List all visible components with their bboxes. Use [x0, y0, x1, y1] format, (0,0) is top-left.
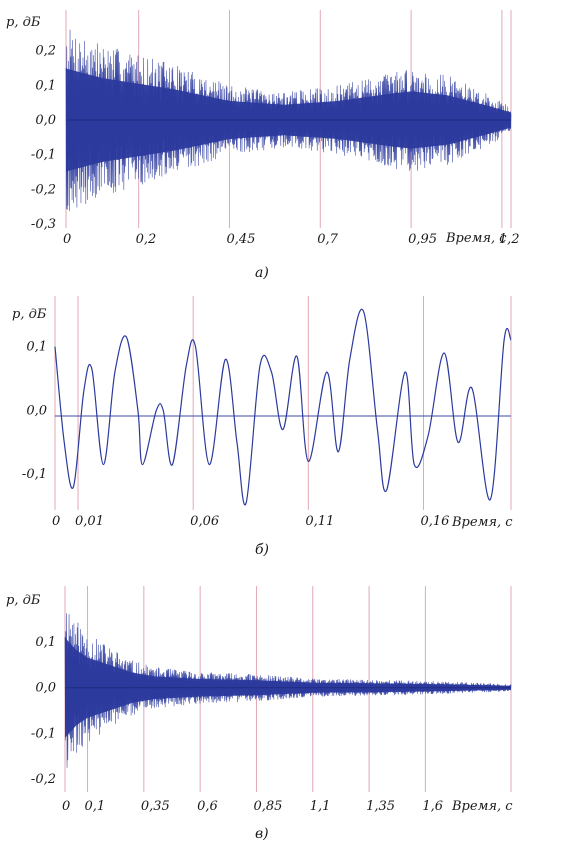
- panel-caption: б): [255, 542, 269, 558]
- x-tick-label: 0,1: [85, 799, 106, 814]
- y-tick-label: -0,1: [22, 467, 47, 482]
- y-axis-label: p, дБ: [6, 15, 41, 30]
- y-tick-label: -0,3: [31, 217, 56, 232]
- chart-c: p, дБ 0,1 0,0 -0,1 -0,2 0 0,1 0,35 0,6 0,85 1,1 1…: [6, 586, 513, 842]
- series-line: [65, 29, 512, 212]
- chart-b: p, дБ 0,1 0,0 -0,1 0 0,01 0,06 0,11 0,16 Время…: [12, 296, 513, 558]
- x-ticks: 0 0,2 0,45 0,7 0,95 1,2: [63, 232, 520, 247]
- y-tick-label: 0,1: [35, 78, 56, 93]
- x-tick-label: 0,01: [75, 514, 104, 529]
- y-tick-label: -0,2: [31, 772, 56, 787]
- y-tick-label: 0,0: [35, 113, 56, 128]
- y-ticks: 0,1 0,0 -0,1: [22, 340, 47, 483]
- x-axis-label: Время, с: [445, 231, 507, 246]
- x-tick-label: 0,35: [141, 799, 170, 814]
- waveform: [65, 29, 512, 212]
- x-tick-label: 0,85: [253, 799, 282, 814]
- x-ticks: 0 0,1 0,35 0,6 0,85 1,1 1,35 1,6: [62, 799, 443, 814]
- y-ticks: 0,2 0,1 0,0 -0,1 -0,2 -0,3: [31, 44, 56, 232]
- waveform: [54, 308, 512, 506]
- waveform: [64, 613, 512, 768]
- y-tick-label: -0,1: [31, 148, 56, 163]
- x-tick-label: 0,16: [420, 514, 449, 529]
- series-line: [64, 613, 512, 768]
- panel-caption: а): [255, 265, 269, 281]
- y-tick-label: 0,2: [35, 44, 56, 59]
- x-tick-label: 1,1: [310, 799, 331, 814]
- y-ticks: 0,1 0,0 -0,1 -0,2: [31, 635, 56, 787]
- x-tick-label: 0,7: [317, 232, 338, 247]
- grid: [54, 296, 512, 510]
- x-tick-label: 0,2: [136, 232, 157, 247]
- x-axis-label: Время, с: [451, 515, 513, 530]
- y-tick-label: 0,1: [26, 340, 47, 355]
- y-tick-label: -0,2: [31, 182, 56, 197]
- y-tick-label: 0,0: [26, 403, 47, 418]
- x-tick-label: 0: [52, 514, 60, 529]
- chart-a: p, дБ 0,20,10,0-0,1-0,2-0,3 0 0,2 0,45 0,7 0…: [6, 10, 520, 281]
- x-tick-label: 0,11: [305, 514, 334, 529]
- x-tick-label: 1,6: [422, 799, 443, 814]
- x-tick-label: 1,35: [366, 799, 395, 814]
- x-axis-label: Время, с: [451, 799, 513, 814]
- y-axis-label: p, дБ: [12, 307, 47, 322]
- x-tick-label: 0,45: [226, 232, 255, 247]
- y-tick-label: 0,0: [35, 681, 56, 696]
- x-tick-label: 0: [63, 232, 71, 247]
- x-tick-label: 0: [62, 799, 70, 814]
- x-tick-label: 0,06: [190, 514, 219, 529]
- x-tick-label: 0,95: [408, 232, 437, 247]
- x-tick-label: 0,6: [197, 799, 218, 814]
- y-tick-label: -0,1: [31, 726, 56, 741]
- series-line: [54, 308, 512, 506]
- y-axis-label: p, дБ: [6, 593, 41, 608]
- x-tick-label: 1,2: [499, 232, 520, 247]
- x-ticks: 0 0,01 0,06 0,11 0,16: [52, 514, 449, 529]
- y-tick-label: 0,1: [35, 635, 56, 650]
- panel-caption: в): [255, 826, 269, 842]
